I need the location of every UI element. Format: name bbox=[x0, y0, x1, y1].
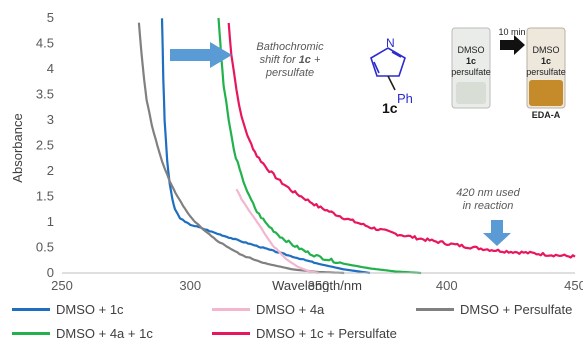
y-tick-label: 1 bbox=[47, 214, 54, 229]
vial-left-line2: 1c bbox=[466, 56, 476, 66]
x-tick-label: 350 bbox=[308, 278, 330, 292]
legend-label: DMSO + 4a + 1c bbox=[56, 326, 153, 341]
y-tick-label: 4.5 bbox=[36, 36, 54, 51]
legend-swatch bbox=[416, 308, 454, 311]
x-tick-label: 250 bbox=[51, 278, 73, 292]
legend-item-dmso-persulfate: DMSO + Persulfate bbox=[416, 302, 572, 317]
nm-label-line2: in reaction bbox=[463, 200, 514, 212]
x-tick-label: 450 bbox=[564, 278, 583, 292]
vial-left-line1: DMSO bbox=[458, 45, 485, 55]
legend-item-dmso-1c-persulfate: DMSO + 1c + Persulfate bbox=[212, 326, 397, 341]
x-tick-label: 400 bbox=[436, 278, 458, 292]
shift-label-line3: persulfate bbox=[265, 67, 314, 79]
vial-right-line2: 1c bbox=[541, 56, 551, 66]
y-tick-label: 1.5 bbox=[36, 189, 54, 204]
compound-label: 1c bbox=[382, 100, 398, 116]
legend-swatch bbox=[12, 308, 50, 311]
y-tick-label: 2 bbox=[47, 163, 54, 178]
vial-right-line1: DMSO bbox=[533, 45, 560, 55]
imidazole-structure bbox=[370, 47, 406, 91]
legend-item-dmso-1c: DMSO + 1c bbox=[12, 302, 124, 317]
legend-item-dmso-4a-1c: DMSO + 4a + 1c bbox=[12, 326, 153, 341]
legend-swatch bbox=[12, 332, 50, 335]
chart-legend: DMSO + 1c DMSO + 4a DMSO + Persulfate DM… bbox=[0, 292, 583, 360]
right-arrow-icon bbox=[170, 42, 232, 68]
axis-layer: 0 0.5 1 1.5 2 2.5 3 3.5 4 4.5 5 250 300 350 400 450 bbox=[36, 10, 583, 292]
bathochromic-annotation: Bathochromic shift for 1c + persulfate bbox=[170, 41, 324, 79]
shift-label-line2: shift for 1c + bbox=[260, 54, 321, 66]
vial-left-liquid bbox=[456, 82, 486, 104]
down-arrow-icon bbox=[483, 220, 511, 246]
shift-label-line1: Bathochromic bbox=[256, 41, 324, 53]
vial-left-line3: persulfate bbox=[451, 67, 491, 77]
absorbance-chart: 0 0.5 1 1.5 2 2.5 3 3.5 4 4.5 5 250 300 350 400 450 Wav… bbox=[10, 10, 583, 292]
x-axis-title: Wavelength/nm bbox=[272, 278, 362, 292]
legend-label: DMSO + 1c + Persulfate bbox=[256, 326, 397, 341]
legend-label: DMSO + Persulfate bbox=[460, 302, 573, 317]
legend-label: DMSO + 4a bbox=[256, 302, 325, 317]
nitrogen-label: N bbox=[386, 36, 395, 50]
legend-label: DMSO + 1c bbox=[56, 302, 124, 317]
y-axis-title: Absorbance bbox=[10, 113, 25, 182]
reaction-inset: N Ph 1c DMSO 1c persulfate 10 min DMSO 1… bbox=[370, 27, 566, 120]
vial-right-liquid bbox=[529, 80, 563, 106]
series-line-dmso-4a bbox=[235, 188, 319, 275]
y-tick-label: 3.5 bbox=[36, 87, 54, 102]
series-layer bbox=[137, 17, 576, 275]
series-line-dmso-1c-persulfate bbox=[227, 22, 576, 259]
eda-label: EDA-A bbox=[532, 110, 561, 120]
nm-label-line1: 420 nm used bbox=[456, 187, 520, 199]
nm-annotation: 420 nm used in reaction bbox=[456, 187, 521, 246]
y-tick-label: 2.5 bbox=[36, 138, 54, 153]
reaction-arrow-icon bbox=[500, 35, 525, 55]
y-tick-label: 4 bbox=[47, 61, 54, 76]
series-line-dmso-1c bbox=[160, 18, 370, 275]
y-tick-label: 5 bbox=[47, 10, 54, 25]
time-label: 10 min bbox=[498, 27, 525, 37]
series-line-dmso-4a-1c bbox=[217, 17, 422, 275]
vial-right-line3: persulfate bbox=[526, 67, 566, 77]
y-tick-label: 0.5 bbox=[36, 240, 54, 255]
x-tick-label: 300 bbox=[179, 278, 201, 292]
legend-swatch bbox=[212, 332, 250, 335]
legend-swatch bbox=[212, 308, 250, 311]
legend-item-dmso-4a: DMSO + 4a bbox=[212, 302, 324, 317]
phenyl-label: Ph bbox=[397, 91, 413, 106]
y-tick-label: 3 bbox=[47, 112, 54, 127]
y-tick-label: 0 bbox=[47, 265, 54, 280]
